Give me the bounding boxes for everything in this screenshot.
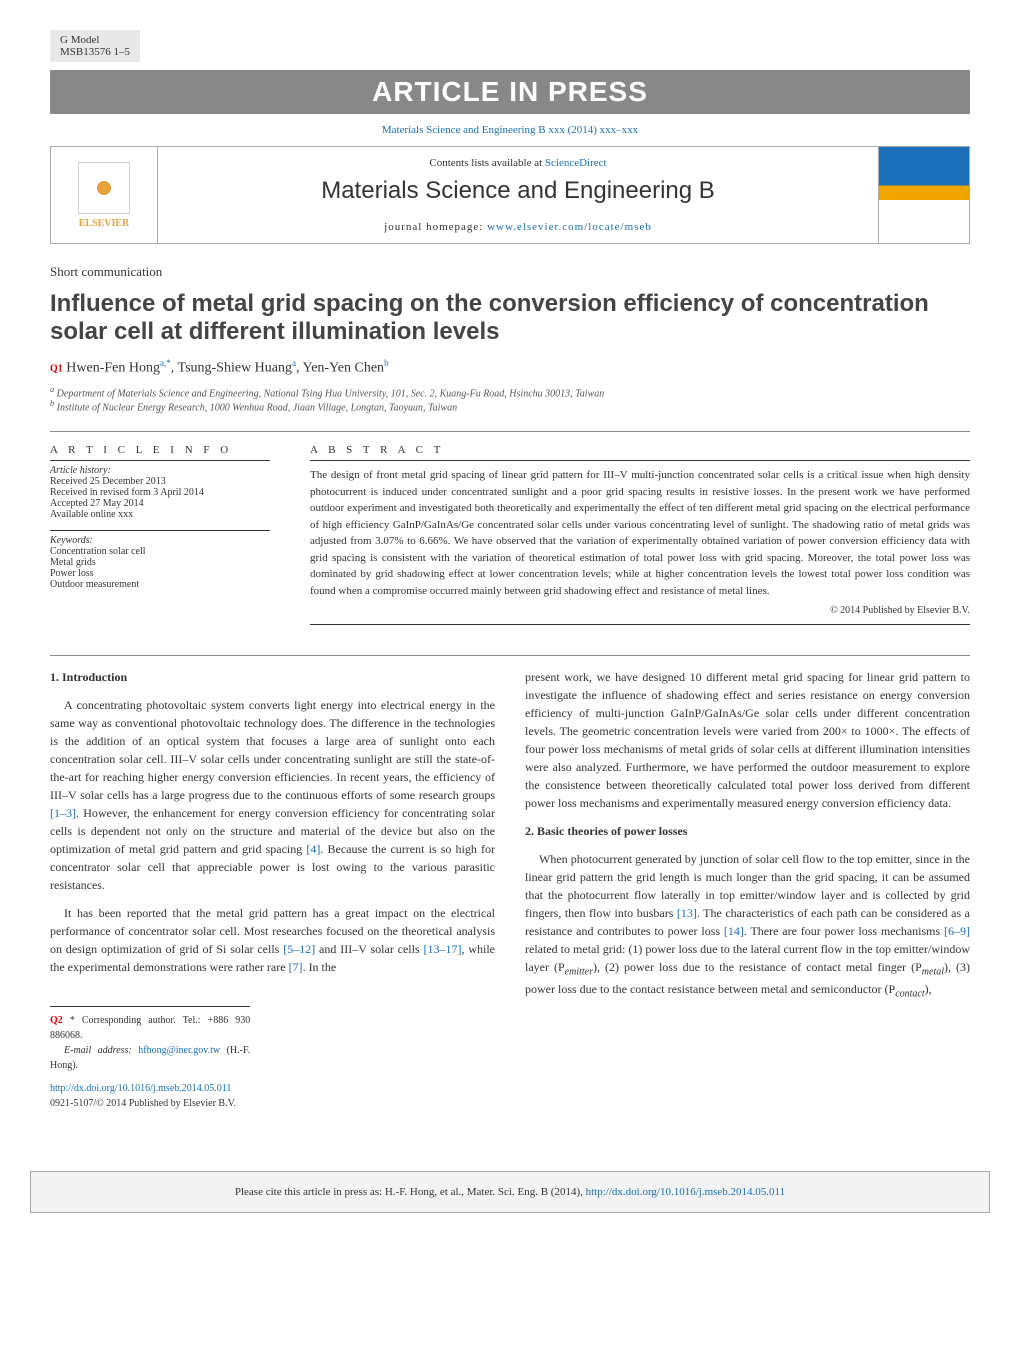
ref-1-3[interactable]: [1–3] (50, 806, 76, 820)
author-3-sup: b (384, 358, 389, 368)
ref-7[interactable]: [7] (289, 960, 303, 974)
affiliation-a: a Department of Materials Science and En… (50, 385, 970, 399)
issn-line: 0921-5107/© 2014 Published by Elsevier B… (50, 1098, 236, 1109)
cite-url[interactable]: http://dx.doi.org/10.1016/j.mseb.2014.05… (586, 1186, 786, 1198)
copyright: © 2014 Published by Elsevier B.V. (310, 605, 970, 625)
history-label: Article history: (50, 465, 270, 476)
s2p1c: . There are four power loss mechanisms (744, 924, 944, 938)
p-emitter: emitter (565, 967, 593, 978)
author-3: Yen-Yen Chen (303, 361, 385, 376)
header-top: G Model MSB13576 1–5 (50, 30, 970, 62)
section2-heading: 2. Basic theories of power losses (525, 822, 970, 840)
keyword-0: Concentration solar cell (50, 546, 270, 557)
p-contact: contact (895, 988, 924, 999)
p-metal: metal (922, 967, 944, 978)
gmodel-line2: MSB13576 1–5 (60, 46, 130, 58)
s1p1a: A concentrating photovoltaic system conv… (50, 698, 495, 802)
press-banner: ARTICLE IN PRESS (50, 70, 970, 114)
email-label: E-mail address: (64, 1045, 138, 1056)
contents-text: Contents lists available at (429, 157, 544, 169)
aff-b-text: Institute of Nuclear Energy Research, 10… (57, 402, 457, 413)
body-columns: 1. Introduction A concentrating photovol… (50, 668, 970, 1111)
cite-box: Please cite this article in press as: H.… (30, 1171, 990, 1213)
history-3: Available online xxx (50, 509, 270, 520)
info-abstract-row: A R T I C L E I N F O Article history: R… (50, 444, 970, 625)
keywords-label: Keywords: (50, 535, 270, 546)
author-2-sup: a (292, 358, 296, 368)
keyword-3: Outdoor measurement (50, 579, 270, 590)
ref-6-9[interactable]: [6–9] (944, 924, 970, 938)
column-left: 1. Introduction A concentrating photovol… (50, 668, 495, 1111)
abstract: A B S T R A C T The design of front meta… (310, 444, 970, 625)
doi-block: http://dx.doi.org/10.1016/j.mseb.2014.05… (50, 1081, 495, 1111)
divider-mid (50, 655, 970, 656)
article-title: Influence of metal grid spacing on the c… (50, 290, 970, 346)
keyword-2: Power loss (50, 568, 270, 579)
section2-para1: When photocurrent generated by junction … (525, 850, 970, 1001)
cite-text: Please cite this article in press as: H.… (235, 1186, 586, 1198)
article-info: A R T I C L E I N F O Article history: R… (50, 444, 270, 625)
history-section: Article history: Received 25 December 20… (50, 460, 270, 520)
s2p1g: ), (925, 982, 932, 996)
journal-header: ELSEVIER Contents lists available at Sci… (50, 146, 970, 244)
history-2: Accepted 27 May 2014 (50, 498, 270, 509)
ref-14[interactable]: [14] (724, 924, 744, 938)
article-type: Short communication (50, 264, 970, 280)
ref-5-12[interactable]: [5–12] (283, 942, 315, 956)
journal-reference[interactable]: Materials Science and Engineering B xxx … (50, 124, 970, 136)
aff-a-sup: a (50, 385, 54, 394)
history-1: Received in revised form 3 April 2014 (50, 487, 270, 498)
author-1-sup: a,* (160, 358, 171, 368)
journal-center: Contents lists available at ScienceDirec… (158, 147, 878, 243)
col2-para1: present work, we have designed 10 differ… (525, 668, 970, 812)
column-right: present work, we have designed 10 differ… (525, 668, 970, 1111)
elsevier-text: ELSEVIER (79, 218, 130, 229)
sciencedirect-link[interactable]: ScienceDirect (545, 157, 607, 169)
info-heading: A R T I C L E I N F O (50, 444, 270, 456)
journal-cover-icon (878, 147, 969, 243)
ref-13[interactable]: [13] (677, 906, 697, 920)
s1p2d: . In the (303, 960, 337, 974)
homepage-url[interactable]: www.elsevier.com/locate/mseb (487, 221, 652, 233)
divider-top (50, 431, 970, 432)
author-2: Tsung-Shiew Huang (178, 361, 293, 376)
email-link[interactable]: hfhong@iner.gov.tw (138, 1045, 220, 1056)
contents-line: Contents lists available at ScienceDirec… (168, 157, 868, 169)
elsevier-logo[interactable]: ELSEVIER (51, 147, 158, 243)
abstract-heading: A B S T R A C T (310, 444, 970, 456)
keyword-1: Metal grids (50, 557, 270, 568)
aff-b-sup: b (50, 399, 54, 408)
section1-para2: It has been reported that the metal grid… (50, 904, 495, 976)
s1p2b: and III–V solar cells (315, 942, 423, 956)
footnote: Q2 * Corresponding author. Tel.: +886 93… (50, 1006, 250, 1073)
authors-line: Q1 Hwen-Fen Honga,*, Tsung-Shiew Huanga,… (50, 358, 970, 377)
aff-a-text: Department of Materials Science and Engi… (57, 388, 605, 399)
journal-homepage: journal homepage: www.elsevier.com/locat… (168, 221, 868, 233)
journal-title: Materials Science and Engineering B (168, 177, 868, 205)
affiliation-b: b Institute of Nuclear Energy Research, … (50, 399, 970, 413)
doi-link[interactable]: http://dx.doi.org/10.1016/j.mseb.2014.05… (50, 1083, 231, 1094)
section1-heading: 1. Introduction (50, 668, 495, 686)
elsevier-tree-icon (78, 162, 130, 214)
q2-marker: Q2 (50, 1015, 63, 1026)
gmodel-box: G Model MSB13576 1–5 (50, 30, 140, 62)
section1-para1: A concentrating photovoltaic system conv… (50, 696, 495, 894)
gmodel-line1: G Model (60, 34, 130, 46)
keywords-section: Keywords: Concentration solar cell Metal… (50, 530, 270, 590)
page: G Model MSB13576 1–5 ARTICLE IN PRESS Ma… (0, 0, 1020, 1141)
corresponding-author: * Corresponding author. Tel.: +886 930 8… (50, 1015, 250, 1041)
affiliations: a Department of Materials Science and En… (50, 385, 970, 414)
homepage-label: journal homepage: (384, 221, 487, 233)
author-1: Hwen-Fen Hong (66, 361, 160, 376)
ref-13-17[interactable]: [13–17] (423, 942, 461, 956)
s2p1e: ), (2) power loss due to the resistance … (593, 960, 922, 974)
ref-4[interactable]: [4] (306, 842, 320, 856)
q1-marker: Q1 (50, 364, 63, 375)
history-0: Received 25 December 2013 (50, 476, 270, 487)
abstract-text: The design of front metal grid spacing o… (310, 460, 970, 599)
